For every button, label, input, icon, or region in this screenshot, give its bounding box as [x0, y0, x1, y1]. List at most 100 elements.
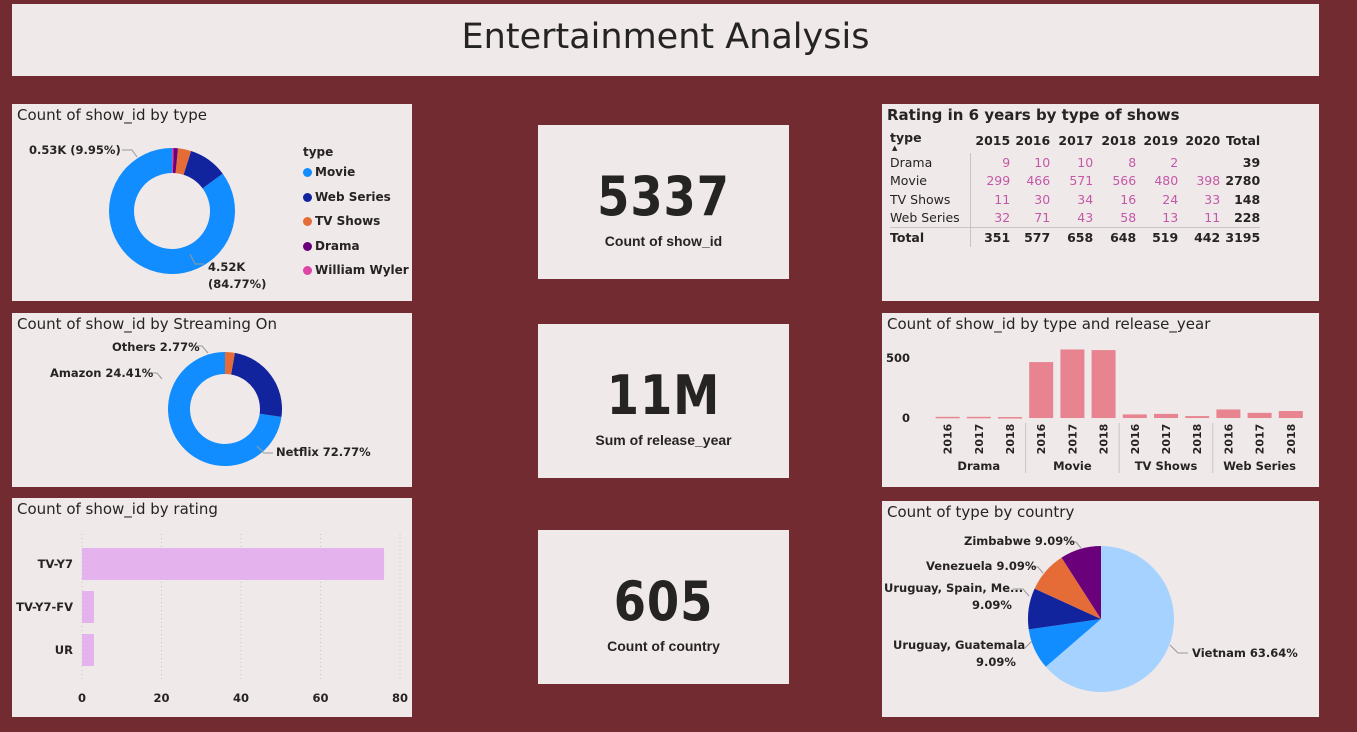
matrix-cell: 16 — [1120, 191, 1137, 207]
matrix-header-label: 2019 — [1143, 133, 1179, 148]
type-year-bar-tv-shows-2016[interactable] — [1122, 414, 1147, 418]
type-year-bar-web-series-2018[interactable] — [1278, 411, 1303, 418]
country-pie-title: Count of type by country — [887, 503, 1075, 521]
type-year-bar-tv-shows-2018[interactable] — [1185, 416, 1210, 418]
matrix-header-cell[interactable]: 2017 — [1050, 130, 1093, 153]
streaming-donut-chart[interactable] — [12, 313, 412, 487]
rating-bar-tv-y7-fv[interactable] — [82, 591, 94, 623]
country-pie-panel[interactable]: Count of type by country Zimbabwe 9.09% … — [882, 501, 1319, 717]
matrix-cell: 442 — [1178, 227, 1221, 247]
matrix-header-cell[interactable]: Total — [1220, 130, 1260, 153]
card-country-count-label: Count of country — [607, 638, 720, 654]
streaming-slice-others[interactable] — [225, 352, 235, 375]
type-legend-item-william-wyler[interactable]: William Wyler — [303, 263, 409, 277]
rating-matrix-panel[interactable]: Rating in 6 years by type of shows type ▲… — [882, 104, 1319, 301]
streaming-label-others-leader — [189, 345, 209, 354]
legend-dot-icon — [303, 168, 312, 177]
matrix-cell: 43 — [1077, 210, 1094, 226]
card-show-count-value: 5337 — [597, 165, 730, 228]
streaming-slice-netflix[interactable] — [168, 352, 282, 466]
country-slice-uruguay-guatemala[interactable] — [1028, 619, 1101, 667]
matrix-header-cell[interactable]: 2016 — [1010, 130, 1050, 153]
rating-matrix-table[interactable]: type ▲ 2015 2016 2017 2018 2019 2020 Total Drama 9… — [890, 130, 1261, 247]
matrix-cell: 299 — [969, 171, 1011, 190]
streaming-donut-panel[interactable]: Count of show_id by Streaming On Others … — [12, 313, 412, 487]
country-label-uruguay-spain-leader — [1013, 588, 1030, 597]
type-year-x-tick: 2018 — [1191, 424, 1204, 455]
card-country-count: 605 Count of country — [538, 530, 789, 684]
country-slice-venezuela[interactable] — [1034, 557, 1101, 619]
matrix-cell: 9 — [969, 153, 1011, 172]
type-donut-panel[interactable]: Count of show_id by type type Movie Web S… — [12, 104, 412, 301]
streaming-slice-amazon[interactable] — [231, 352, 282, 417]
card-country-count-value: 605 — [613, 570, 714, 633]
rating-x-tick: 60 — [312, 691, 328, 705]
matrix-header-label: Total — [1226, 133, 1261, 148]
type-year-bar-movie-2017[interactable] — [1060, 349, 1085, 418]
rating-bar-chart[interactable]: 0 20 40 60 80 TV-Y7 TV-Y7-FV UR — [12, 498, 412, 717]
type-legend-title: type — [303, 145, 334, 159]
type-year-bar-drama-2016[interactable] — [935, 416, 960, 419]
type-year-bar-panel[interactable]: Count of show_id by type and release_yea… — [882, 313, 1319, 487]
matrix-cell: 11 — [1204, 210, 1221, 226]
type-year-x-tick: 2018 — [1004, 424, 1017, 455]
country-label-venezuela: Venezuela 9.09% — [926, 559, 1037, 573]
type-year-bar-movie-2018[interactable] — [1091, 350, 1116, 418]
matrix-cell: 10 — [1034, 154, 1051, 170]
type-year-bar-web-series-2017[interactable] — [1247, 412, 1272, 418]
type-year-bar-drama-2017[interactable] — [966, 416, 991, 419]
type-year-group-label: Web Series — [1223, 459, 1296, 473]
rating-category-label: TV-Y7-FV — [16, 600, 73, 614]
legend-label: Movie — [315, 165, 356, 179]
type-legend-item-tv-shows[interactable]: TV Shows — [303, 214, 380, 228]
matrix-cell: 30 — [1034, 191, 1051, 207]
type-year-x-tick: 2017 — [1160, 424, 1173, 455]
matrix-header-cell[interactable]: 2015 — [970, 130, 1010, 153]
country-slice-uruguay-spain[interactable] — [1028, 588, 1101, 630]
matrix-header-cell[interactable]: 2019 — [1136, 130, 1178, 153]
type-donut-chart[interactable] — [12, 104, 412, 301]
country-pie-chart[interactable] — [882, 501, 1319, 717]
country-slice-vietnam[interactable] — [1045, 546, 1174, 692]
type-year-x-tick: 2016 — [1035, 423, 1048, 454]
matrix-row-total: 39 — [1242, 154, 1261, 170]
country-slice-zimbabwe[interactable] — [1061, 546, 1101, 619]
rating-x-tick: 0 — [78, 691, 86, 705]
type-year-bar-drama-2018[interactable] — [998, 417, 1022, 419]
matrix-header-cell[interactable]: 2018 — [1093, 130, 1136, 153]
rating-bar-panel[interactable]: Count of show_id by rating 0 20 40 60 80 TV-Y… — [12, 498, 412, 717]
matrix-row-total: 228 — [1234, 210, 1261, 226]
legend-dot-icon — [303, 217, 312, 226]
sort-ascending-icon[interactable]: ▲ — [892, 144, 898, 152]
type-year-bar-movie-2016[interactable] — [1029, 362, 1054, 418]
type-slice-movie[interactable] — [109, 148, 235, 274]
type-legend-item-movie[interactable]: Movie — [303, 165, 355, 179]
type-donut-title: Count of show_id by type — [17, 106, 207, 124]
country-label-vietnam-leader — [1169, 644, 1188, 654]
type-slice-drama[interactable] — [172, 148, 178, 174]
type-legend-item-web-series[interactable]: Web Series — [303, 190, 391, 204]
streaming-donut-title: Count of show_id by Streaming On — [17, 315, 277, 333]
matrix-cell: 10 — [1077, 154, 1094, 170]
matrix-header-cell[interactable]: 2020 — [1178, 130, 1220, 153]
type-year-bar-web-series-2016[interactable] — [1216, 409, 1241, 418]
type-year-y-tick: 0 — [902, 411, 910, 425]
type-label-big-1: 4.52K — [208, 260, 246, 274]
rating-x-tick: 40 — [233, 691, 249, 705]
matrix-header-type[interactable]: type ▲ — [890, 130, 970, 153]
streaming-label-amazon-leader — [146, 372, 163, 380]
matrix-cell: 11 — [969, 190, 1011, 209]
type-slice-tv-shows[interactable] — [175, 148, 192, 175]
matrix-row-total: 3195 — [1220, 227, 1261, 247]
type-slice-web-series[interactable] — [183, 150, 223, 189]
type-year-x-tick: 2016 — [1129, 423, 1142, 454]
matrix-cell — [1178, 153, 1220, 172]
matrix-cell: 33 — [1204, 191, 1221, 207]
type-slice-william-wyler[interactable] — [172, 148, 174, 174]
rating-bar-ur[interactable] — [82, 634, 94, 666]
rating-bar-tv-y7[interactable] — [82, 548, 385, 580]
type-year-bar-tv-shows-2017[interactable] — [1154, 413, 1178, 418]
type-legend-item-drama[interactable]: Drama — [303, 239, 360, 253]
matrix-cell: 71 — [1034, 210, 1051, 226]
